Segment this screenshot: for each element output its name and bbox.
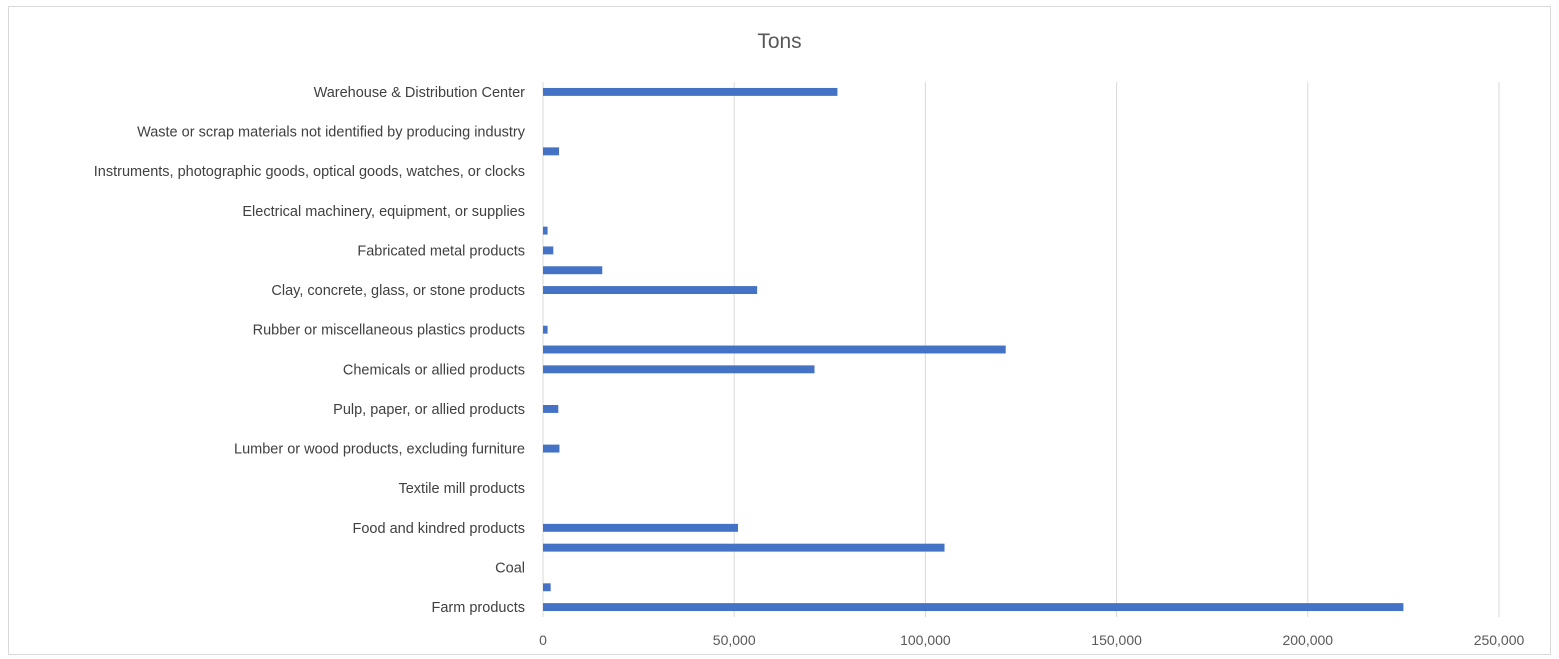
category-label: Coal — [495, 560, 525, 576]
category-label: Electrical machinery, equipment, or supp… — [242, 204, 525, 220]
category-label: Instruments, photographic goods, optical… — [94, 164, 525, 180]
x-tick-label: 150,000 — [1091, 632, 1142, 648]
bar — [543, 583, 551, 592]
category-label: Fabricated metal products — [357, 243, 525, 259]
category-label: Lumber or wood products, excluding furni… — [234, 442, 525, 458]
bar — [543, 603, 1404, 612]
category-label: Waste or scrap materials not identified … — [137, 125, 526, 141]
category-label: Pulp, paper, or allied products — [333, 402, 525, 418]
bar — [543, 325, 548, 334]
x-tick-label: 0 — [539, 632, 547, 648]
chart-title: Tons — [757, 30, 802, 53]
category-label: Warehouse & Distribution Center — [314, 85, 526, 101]
bar — [543, 404, 559, 413]
x-tick-label: 50,000 — [713, 632, 756, 648]
bar — [543, 543, 945, 552]
bar — [543, 365, 815, 374]
bar — [543, 523, 739, 532]
category-label: Clay, concrete, glass, or stone products — [271, 283, 525, 299]
bar — [543, 266, 603, 275]
bar — [543, 87, 838, 96]
x-tick-label: 200,000 — [1282, 632, 1333, 648]
category-label: Textile mill products — [398, 481, 525, 497]
bar — [543, 147, 560, 156]
category-label: Rubber or miscellaneous plastics product… — [253, 323, 525, 339]
category-label: Food and kindred products — [353, 521, 526, 537]
category-label: Farm products — [432, 600, 525, 616]
bar — [543, 286, 758, 295]
bar — [543, 444, 560, 453]
x-tick-label: 100,000 — [900, 632, 951, 648]
bar — [543, 345, 1006, 354]
x-tick-label: 250,000 — [1474, 632, 1525, 648]
bar — [543, 226, 548, 235]
bar — [543, 246, 554, 255]
category-label: Chemicals or allied products — [343, 362, 525, 378]
